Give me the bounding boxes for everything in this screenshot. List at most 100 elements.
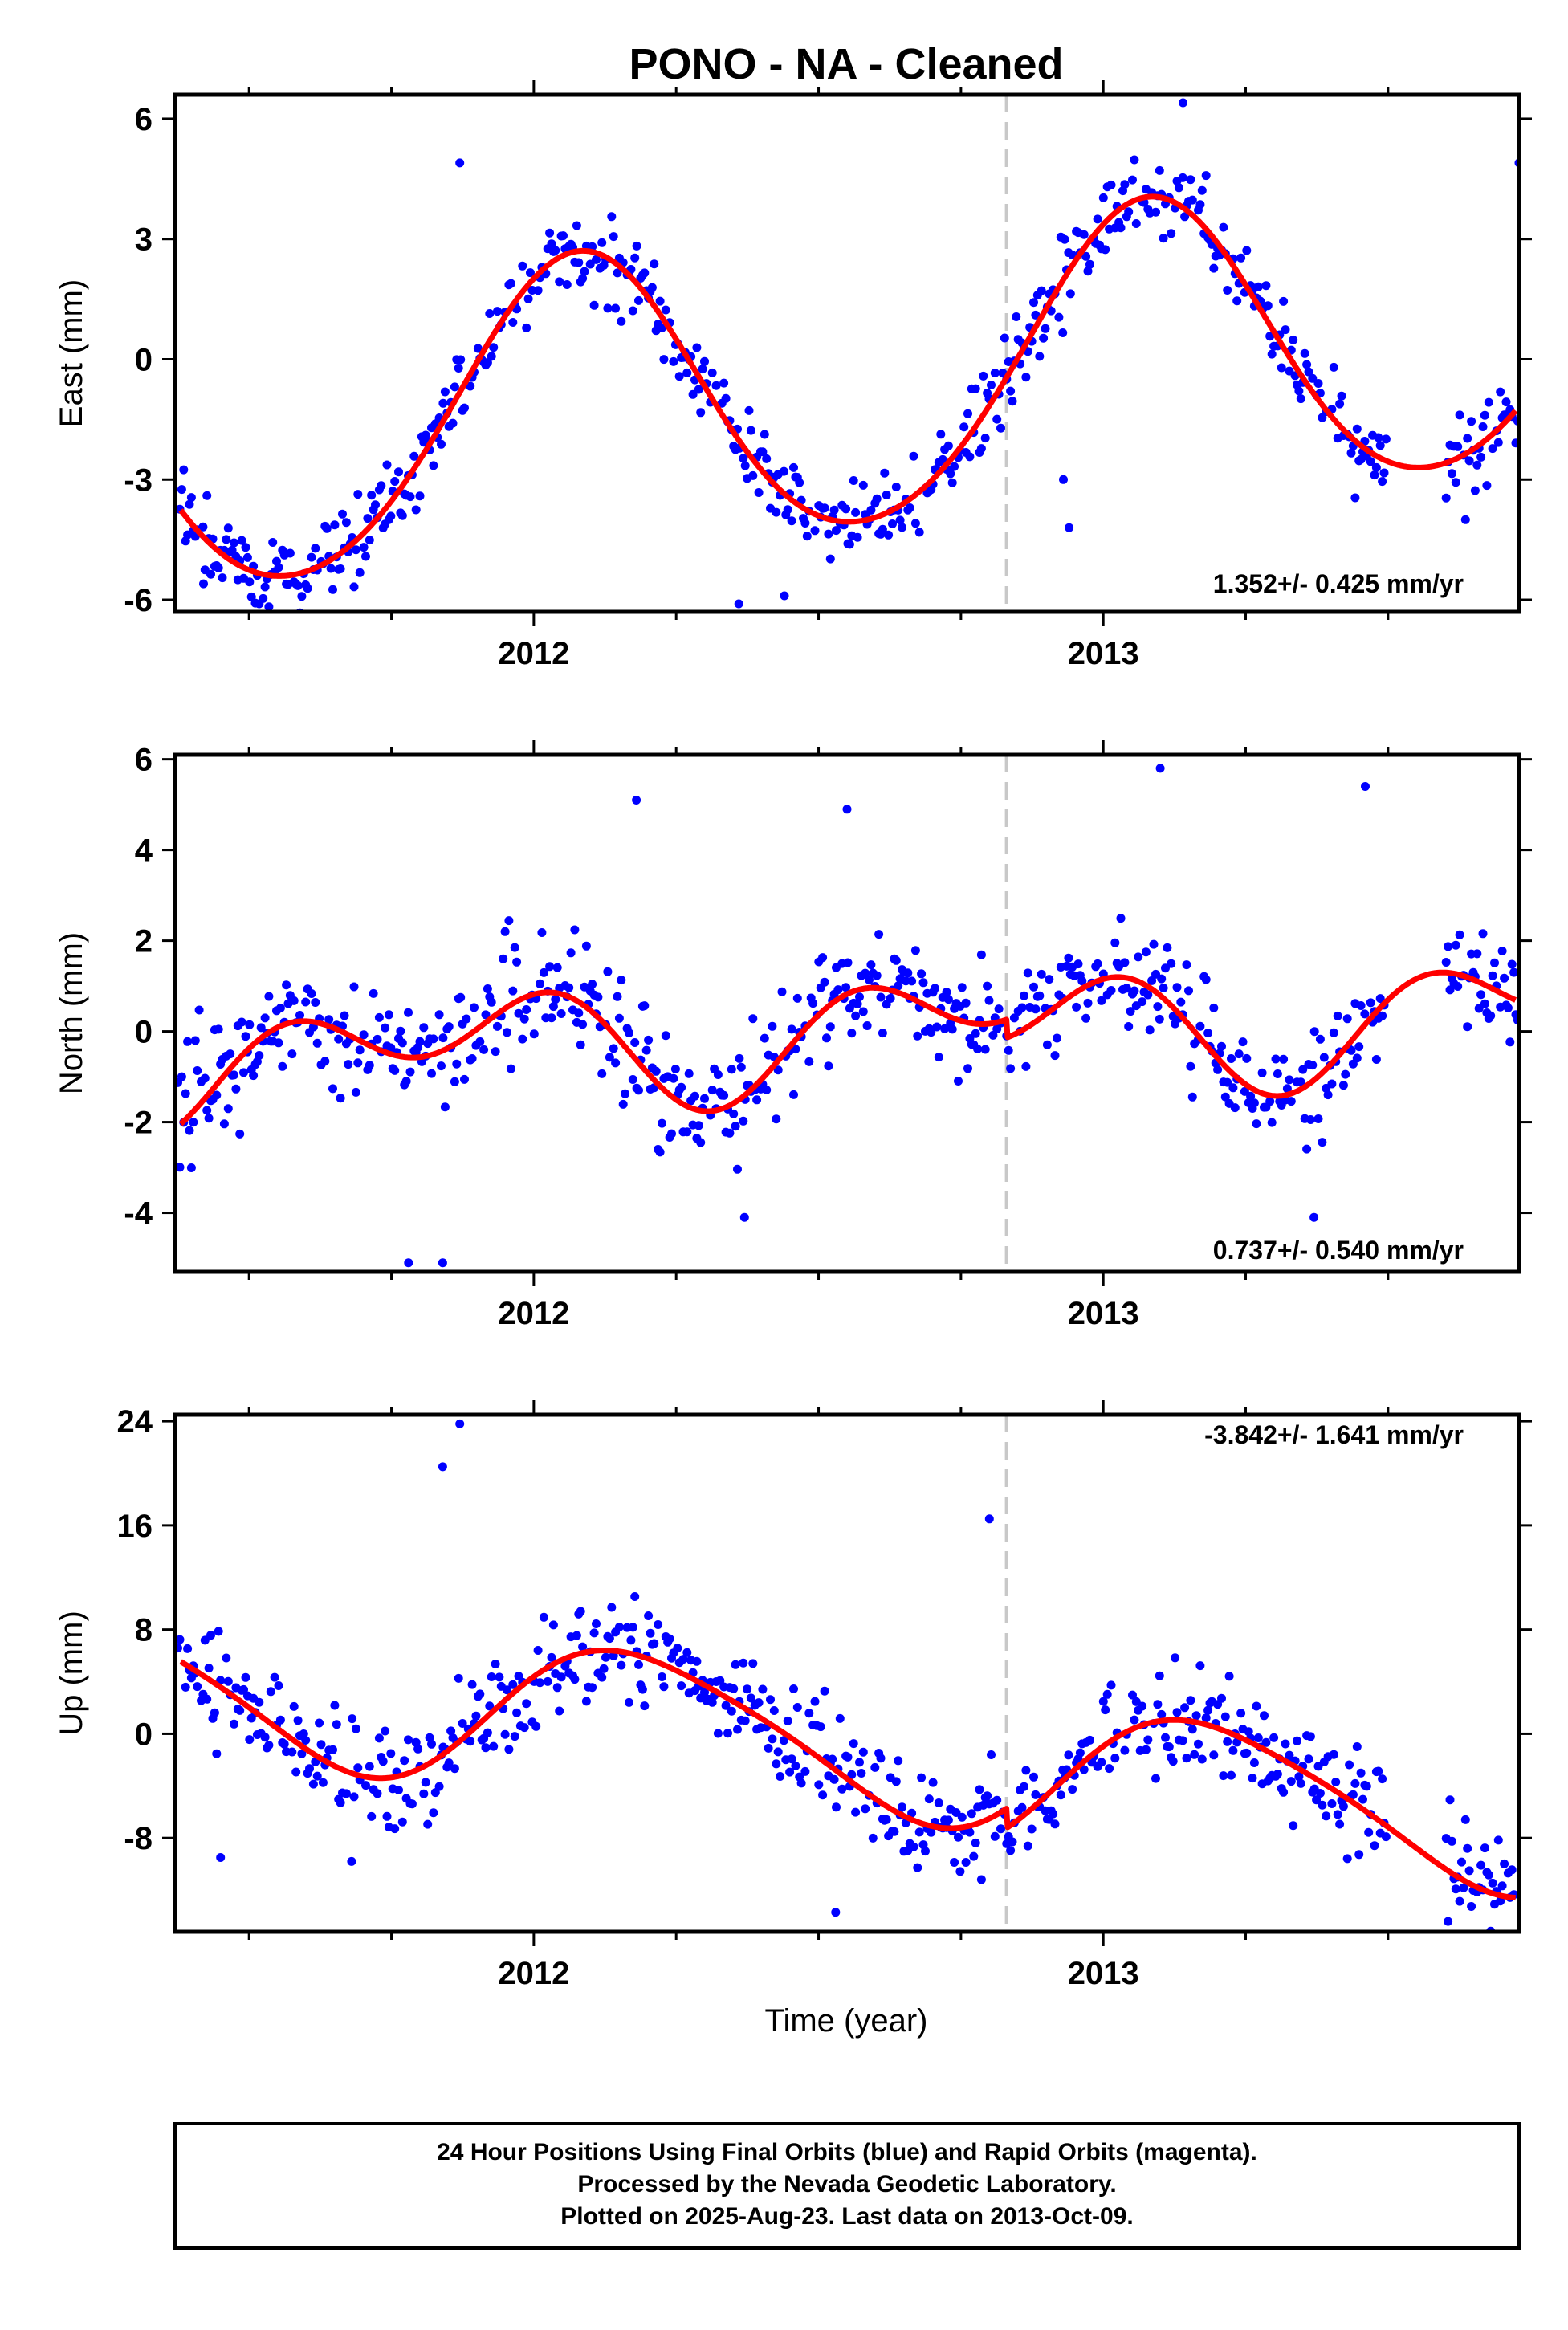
data-point (359, 1030, 369, 1040)
data-point (266, 1687, 275, 1697)
data-point (1081, 1013, 1091, 1023)
data-point (810, 526, 820, 536)
data-point (876, 992, 886, 1002)
data-point (700, 1094, 709, 1103)
data-point (1313, 1114, 1323, 1123)
data-point (386, 511, 396, 521)
y-tick-label: -6 (124, 583, 153, 618)
data-point (210, 1708, 219, 1717)
data-point (783, 1716, 792, 1725)
data-point (537, 928, 547, 937)
data-point (1451, 478, 1460, 487)
data-point (713, 1070, 723, 1079)
data-point (654, 1620, 663, 1629)
data-point (946, 469, 955, 479)
data-point (374, 1012, 384, 1022)
data-point (866, 505, 876, 515)
data-point (611, 1058, 621, 1068)
data-point (1296, 1778, 1305, 1788)
data-point (578, 1020, 588, 1029)
data-point (400, 1756, 409, 1766)
data-point (1178, 173, 1187, 182)
data-point (792, 993, 802, 1003)
data-point (1470, 486, 1480, 495)
data-point (921, 1847, 930, 1856)
data-point (1356, 1768, 1366, 1778)
data-point (1110, 1754, 1120, 1763)
data-point (454, 364, 463, 373)
data-point (1219, 1771, 1228, 1781)
rate-label: -3.842+/- 1.641 mm/yr (1204, 1420, 1464, 1449)
y-tick-label: 8 (135, 1613, 153, 1648)
data-point (1182, 960, 1191, 970)
data-point (202, 1694, 212, 1704)
data-point (454, 1673, 463, 1683)
data-point (397, 1038, 407, 1048)
data-point (607, 212, 617, 222)
data-point (1502, 1952, 1511, 1961)
x-tick-label: 2013 (1068, 1956, 1139, 1991)
data-point (603, 967, 613, 976)
data-point (1331, 1778, 1341, 1786)
data-point (1131, 219, 1141, 228)
data-point (1122, 984, 1131, 993)
data-point (456, 355, 466, 365)
data-point (348, 1714, 357, 1724)
data-point (1476, 452, 1486, 462)
data-point (1041, 324, 1050, 333)
data-point (1335, 1819, 1345, 1829)
data-point (773, 1065, 783, 1075)
data-point (1378, 1011, 1387, 1020)
data-point (241, 1672, 250, 1682)
data-point (1315, 1034, 1325, 1044)
data-point (1379, 468, 1389, 478)
data-point (175, 1163, 185, 1172)
data-point (245, 1735, 255, 1745)
data-point (931, 984, 939, 993)
data-point (866, 960, 876, 970)
data-point (1134, 952, 1143, 962)
data-point (581, 941, 591, 951)
data-point (592, 1619, 601, 1628)
rate-label: 1.352+/- 0.425 mm/yr (1213, 569, 1464, 598)
data-point (1120, 958, 1130, 967)
data-point (510, 1732, 519, 1741)
data-point (884, 530, 894, 540)
data-point (880, 468, 890, 478)
data-point (1453, 982, 1463, 991)
data-point (743, 1684, 752, 1694)
data-point (394, 1786, 403, 1794)
data-point (1289, 1821, 1298, 1831)
data-point (533, 1646, 543, 1655)
data-point (694, 385, 703, 394)
data-point (868, 1833, 878, 1843)
data-point (1252, 1119, 1261, 1129)
data-point (1176, 997, 1186, 1007)
data-point (1021, 373, 1031, 382)
data-point (1322, 1811, 1331, 1821)
data-point (833, 985, 843, 995)
data-point (222, 535, 231, 544)
data-point (1507, 959, 1517, 969)
data-point (825, 554, 835, 564)
data-point (1455, 410, 1464, 420)
data-point (640, 1701, 650, 1711)
data-point (748, 470, 758, 480)
data-point (365, 1762, 374, 1771)
data-point (1120, 180, 1130, 189)
data-point (1333, 1011, 1342, 1020)
data-point (1186, 1061, 1195, 1071)
x-tick-label: 2012 (498, 636, 569, 671)
data-point (419, 1789, 429, 1798)
data-point (607, 1603, 617, 1612)
data-point (204, 1114, 214, 1123)
data-point (733, 1725, 742, 1734)
y-tick-label: -8 (124, 1821, 153, 1856)
data-point (1486, 1011, 1496, 1020)
data-point (382, 1811, 392, 1821)
data-point (394, 467, 403, 477)
data-point (1220, 1092, 1230, 1102)
data-point (650, 259, 659, 269)
data-point (1447, 1836, 1456, 1846)
data-point (481, 1743, 491, 1753)
